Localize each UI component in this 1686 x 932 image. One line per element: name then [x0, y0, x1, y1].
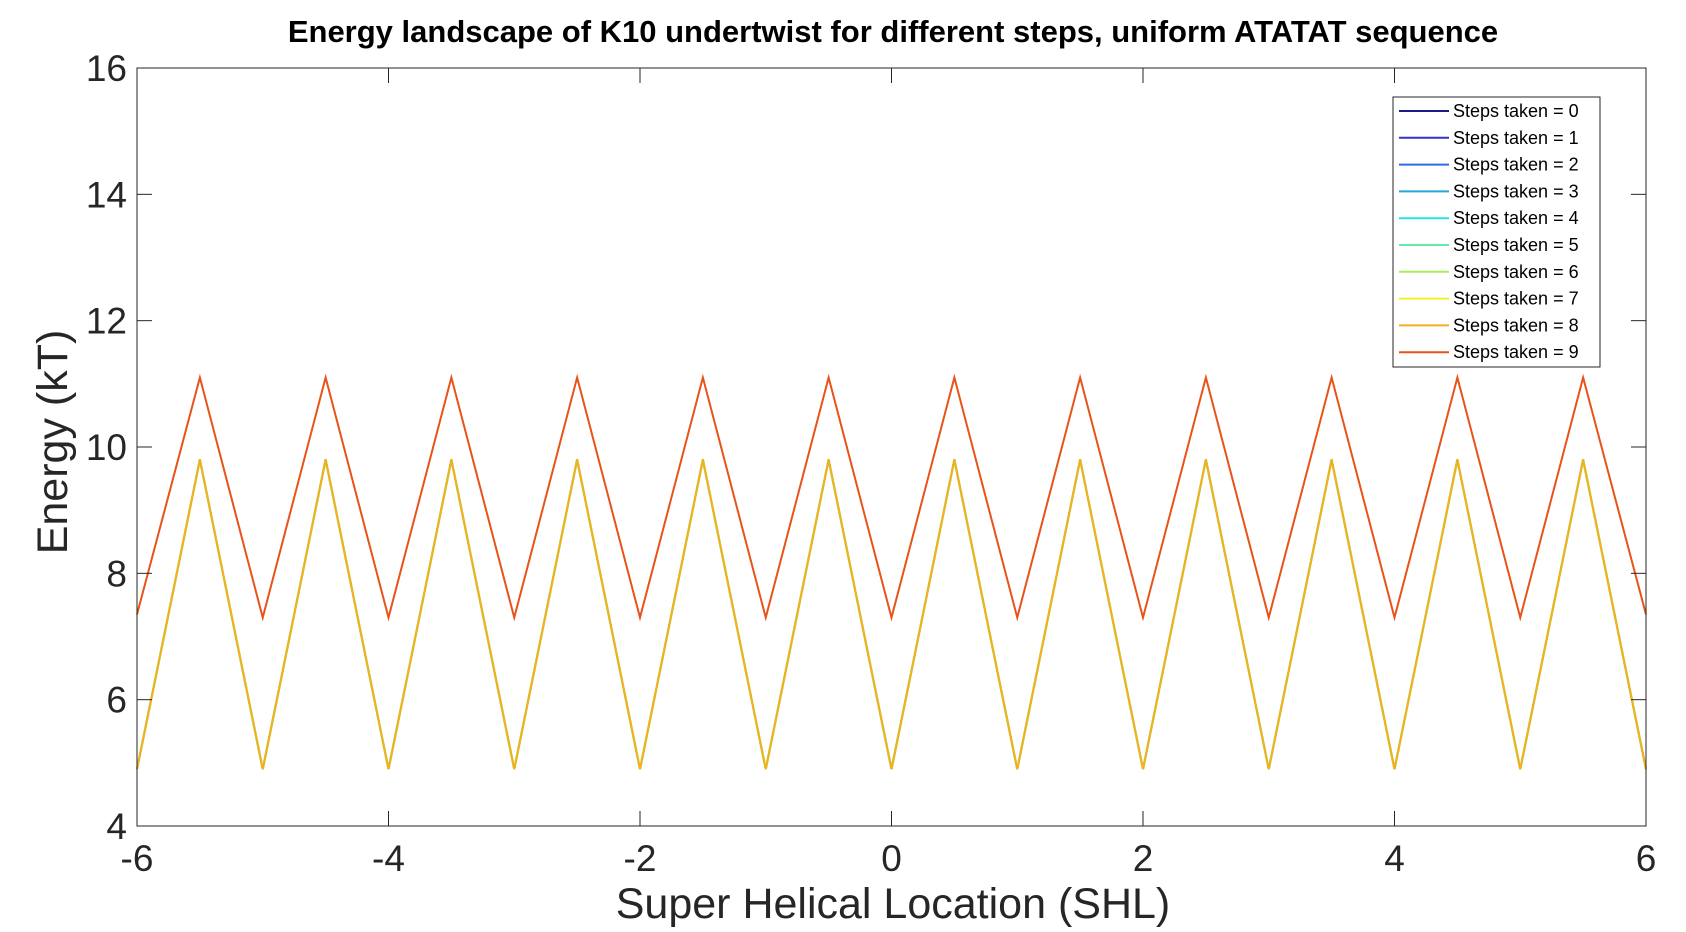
legend-entry-4: Steps taken = 4 [1453, 208, 1579, 228]
legend-entry-5: Steps taken = 5 [1453, 235, 1579, 255]
y-tick-label: 4 [106, 806, 127, 847]
axes: -6 -4 -2 0 2 4 6 4 6 8 10 12 14 16 [86, 48, 1656, 879]
x-tick-label: 6 [1636, 838, 1657, 879]
legend: Steps taken = 0 Steps taken = 1 Steps take… [1392, 96, 1601, 368]
y-axis-label: Energy (kT) [29, 330, 77, 555]
x-tick-label: 4 [1384, 838, 1405, 879]
legend-entry-7: Steps taken = 7 [1453, 289, 1579, 309]
legend-entry-9: Steps taken = 9 [1453, 342, 1579, 362]
y-tick-label: 6 [106, 680, 127, 721]
legend-box [1392, 96, 1601, 368]
legend-entry-1: Steps taken = 1 [1453, 128, 1579, 148]
legend-entry-0: Steps taken = 0 [1453, 101, 1579, 121]
series-line-9 [136, 373, 1647, 622]
legend-entry-2: Steps taken = 2 [1453, 155, 1579, 175]
legend-entry-8: Steps taken = 8 [1453, 315, 1579, 335]
x-tick-label: -4 [372, 838, 405, 879]
x-tick-label: -6 [121, 838, 154, 879]
y-tick-label: 16 [86, 48, 127, 89]
x-tick-label: -2 [624, 838, 657, 879]
y-tick-label: 8 [106, 553, 127, 594]
x-tick-label: 2 [1133, 838, 1154, 879]
y-tick-label: 12 [86, 301, 127, 342]
y-tick-label: 14 [86, 174, 127, 215]
legend-entry-3: Steps taken = 3 [1453, 181, 1579, 201]
x-axis-label: Super Helical Location (SHL) [616, 880, 1171, 928]
series-line-8 [136, 459, 1647, 770]
chart-title: Energy landscape of K10 undertwist for d… [288, 14, 1498, 49]
x-tick-label: 0 [881, 838, 902, 879]
plot-area [136, 373, 1647, 770]
y-tick-label: 10 [86, 427, 127, 468]
legend-entry-6: Steps taken = 6 [1453, 262, 1579, 282]
